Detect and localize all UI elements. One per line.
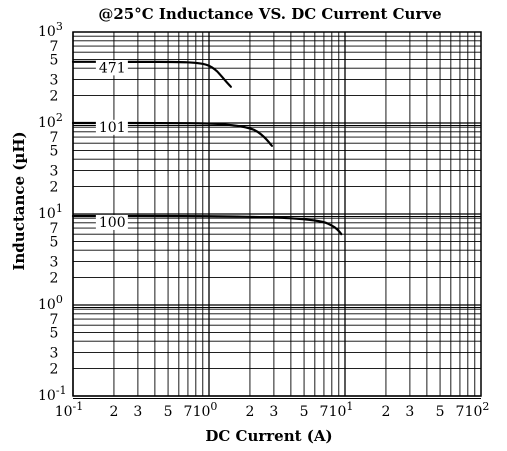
x-minor-tick-label: 5 [436,404,445,420]
y-minor-tick-label: 5 [50,143,59,159]
series-line-101 [71,121,273,147]
y-major-tick-label: 101 [38,202,63,222]
y-major-tick-label: 102 [38,111,63,131]
y-minor-tick-label: 7 [50,312,59,328]
x-minor-tick-label: 7 [183,404,192,420]
series-label-background [95,60,128,76]
x-minor-tick-label: 2 [109,404,118,420]
series-label-100: 100 [99,215,126,231]
x-minor-tick-label: 7 [455,404,464,420]
x-minor-tick-label: 5 [300,404,309,420]
y-minor-tick-label: 3 [50,346,59,362]
y-minor-tick-label: 3 [50,164,59,180]
y-minor-tick-label: 5 [50,234,59,250]
y-minor-tick-label: 7 [50,130,59,146]
x-minor-tick-label: 7 [319,404,328,420]
y-major-tick-label: 103 [38,20,63,40]
y-axis-label: Inductance (µH) [10,131,28,270]
y-minor-tick-label: 3 [50,73,59,89]
x-major-tick-label: 100 [193,400,218,420]
y-minor-tick-label: 2 [50,89,59,105]
series-label-101: 101 [99,120,126,136]
y-minor-tick-label: 5 [50,52,59,68]
series-label-471: 471 [99,60,126,76]
x-tick-labels: 10-1 2 3 5 7 100 2 3 5 7 101 2 3 5 7 102 [55,400,490,420]
y-major-tick-label: 10-1 [38,384,67,404]
chart-title: @25°C Inductance VS. DC Current Curve [98,5,441,23]
series-curves: 471 101 100 [71,60,343,236]
x-minor-tick-label: 3 [405,404,414,420]
x-minor-tick-label: 3 [269,404,278,420]
y-minor-tick-label: 3 [50,255,59,271]
y-minor-tick-label: 2 [50,180,59,196]
x-axis-label: DC Current (A) [205,427,332,445]
x-minor-tick-label: 3 [133,404,142,420]
x-minor-tick-label: 2 [245,404,254,420]
series-line-471 [71,60,232,88]
x-major-tick-label: 10-1 [55,400,84,420]
y-minor-tick-label: 7 [50,221,59,237]
y-minor-tick-label: 2 [50,362,59,378]
series-label-background [95,119,128,135]
plot-frame [72,31,482,397]
x-major-tick-label: 101 [329,400,354,420]
y-minor-tick-label: 5 [50,325,59,341]
y-minor-tick-label: 2 [50,271,59,287]
x-major-tick-label: 102 [465,400,490,420]
series-line-100 [71,214,343,236]
x-minor-tick-label: 2 [381,404,390,420]
y-major-tick-label: 100 [38,293,63,313]
series-label-background [95,214,128,230]
x-minor-tick-label: 5 [164,404,173,420]
y-minor-tick-label: 7 [50,39,59,55]
